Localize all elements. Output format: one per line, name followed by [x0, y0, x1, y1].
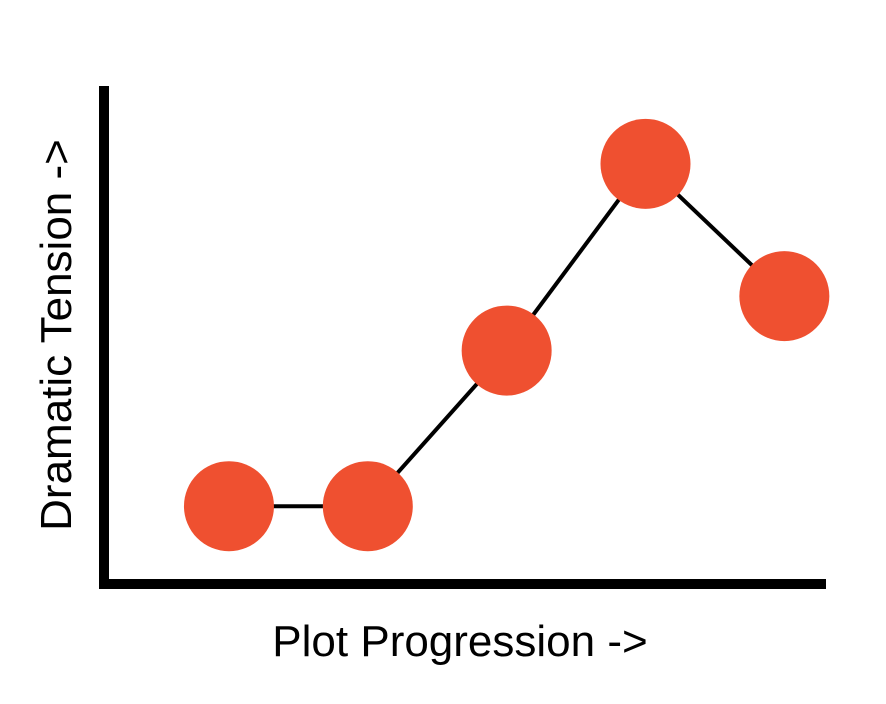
data-point-2	[322, 461, 413, 552]
y-axis-label: Dramatic Tension ->	[32, 139, 81, 531]
data-point-4	[600, 118, 691, 209]
data-point-5	[739, 251, 830, 342]
data-point-1	[183, 461, 274, 552]
plot-area	[183, 118, 830, 552]
data-point-3	[461, 305, 552, 396]
data-points	[183, 118, 830, 552]
x-axis-label: Plot Progression ->	[272, 617, 647, 666]
